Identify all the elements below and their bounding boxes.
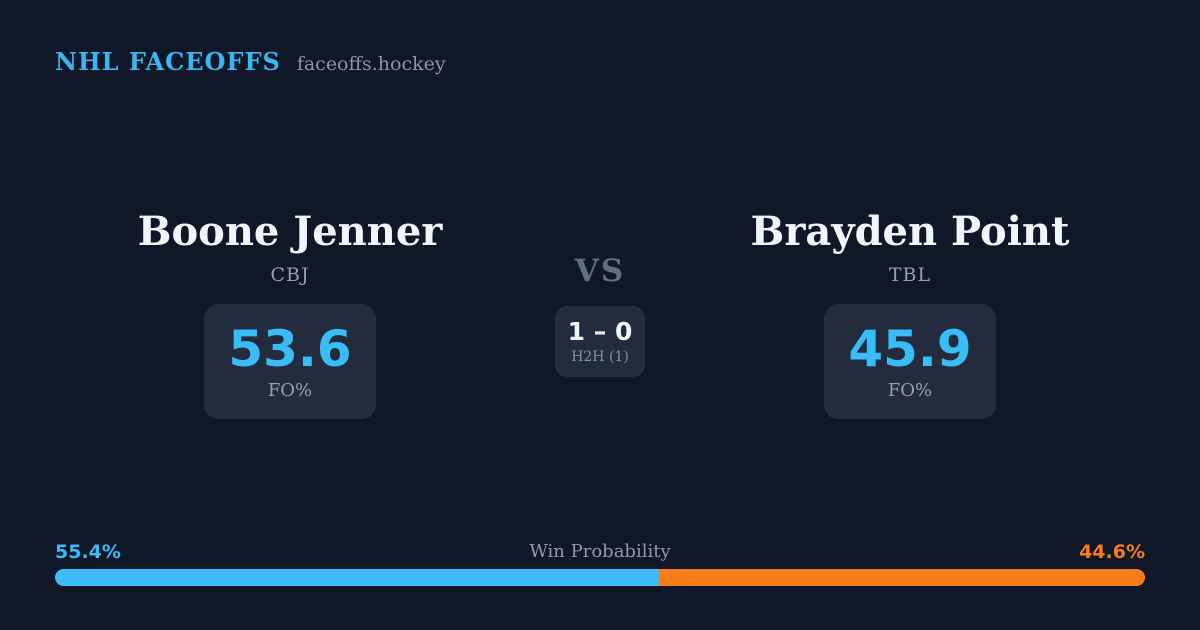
win-probability-labels: 55.4% Win Probability 44.6% — [55, 541, 1145, 563]
player-name-right: Brayden Point — [750, 208, 1070, 255]
win-probability-title: Win Probability — [529, 541, 671, 562]
center-panel: VS 1 – 0 H2H (1) — [500, 253, 700, 377]
win-prob-right-pct: 44.6% — [1079, 541, 1145, 563]
player-team-left: CBJ — [270, 264, 310, 286]
header: NHL FACEOFFS faceoffs.hockey — [55, 47, 446, 76]
stat-label-left: FO% — [267, 380, 313, 401]
brand-title: NHL FACEOFFS — [55, 47, 281, 76]
win-prob-left-pct: 55.4% — [55, 541, 121, 563]
stat-value-left: 53.6 — [228, 320, 352, 378]
player-team-right: TBL — [888, 264, 932, 286]
player-name-left: Boone Jenner — [137, 208, 443, 255]
vs-label: VS — [574, 253, 626, 289]
h2h-label: H2H (1) — [571, 349, 629, 365]
site-url: faceoffs.hockey — [296, 53, 446, 75]
win-prob-bar-right-segment — [658, 569, 1145, 586]
h2h-score-box: 1 – 0 H2H (1) — [555, 306, 645, 377]
h2h-score: 1 – 0 — [567, 317, 633, 346]
player-panel-right: Brayden Point TBL 45.9 FO% — [710, 210, 1110, 419]
stat-box-left: 53.6 FO% — [204, 304, 376, 419]
stat-box-right: 45.9 FO% — [824, 304, 996, 419]
player-panel-left: Boone Jenner CBJ 53.6 FO% — [90, 210, 490, 419]
win-probability-section: 55.4% Win Probability 44.6% — [55, 541, 1145, 586]
win-prob-bar-left-segment — [55, 569, 659, 586]
stat-value-right: 45.9 — [848, 320, 972, 378]
stat-label-right: FO% — [887, 380, 933, 401]
win-probability-bar — [55, 569, 1145, 586]
